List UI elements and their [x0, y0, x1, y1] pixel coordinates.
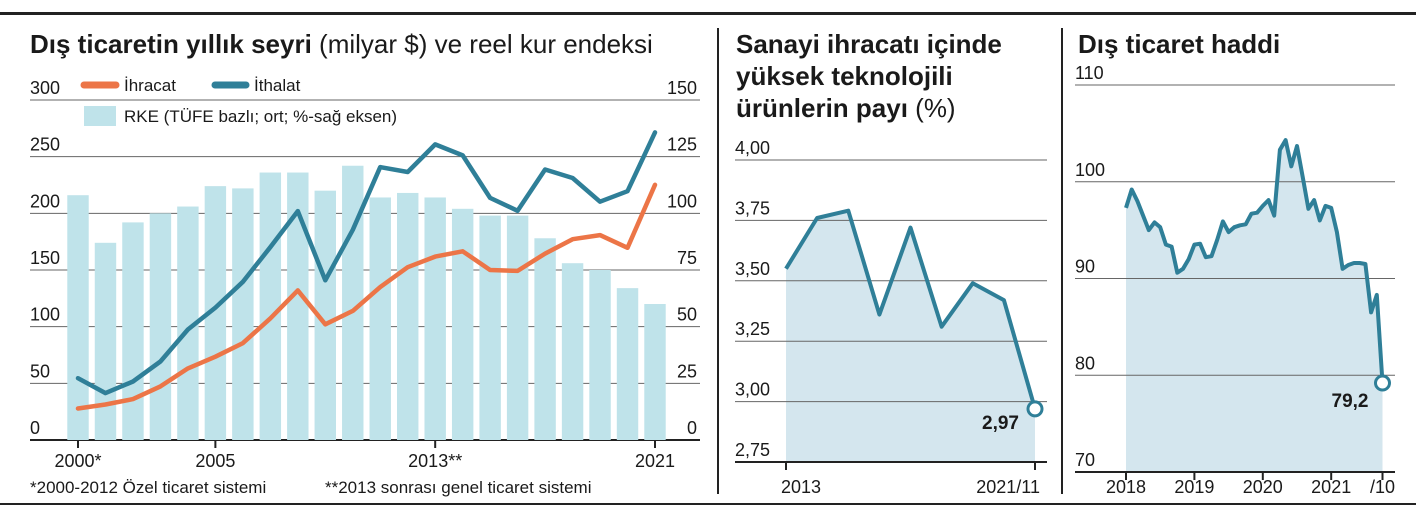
- chart2-x-tick-label: 2021/11: [976, 477, 1040, 497]
- chart1-right-tick: 100: [667, 191, 697, 211]
- rke-bar: [314, 190, 337, 440]
- footnote-1: *2000-2012 Özel ticaret sistemi: [30, 478, 266, 497]
- rke-bar: [534, 238, 556, 440]
- rke-bar: [451, 208, 474, 440]
- chart2-y-tick-label: 2,75: [735, 440, 770, 460]
- chart2-line: [784, 208, 1037, 410]
- chart3-y-tick-label: 110: [1075, 63, 1104, 83]
- chart1-left-tick: 200: [30, 191, 60, 211]
- rke-bar: [396, 192, 419, 440]
- chart1-left-tick: 300: [30, 78, 60, 98]
- chart2-y-tick-label: 3,50: [735, 259, 770, 279]
- rke-bar: [204, 186, 227, 440]
- chart1-right-tick: 150: [667, 78, 697, 98]
- rke-bar: [342, 165, 364, 440]
- chart1-tick-labels: 0 0 50 25 100 50 150 75 200 100 250 125 300 150 2000* 2…: [30, 78, 697, 471]
- rke-bar: [259, 172, 282, 441]
- chart2-plot: 2,75 3,00 3,25 3,50 3,75 4,00 2,97 2013 2021/11: [735, 138, 1047, 497]
- chart1-right-tick: 0: [687, 418, 697, 438]
- legend-import-label: İthalat: [254, 76, 301, 95]
- rke-bar: [287, 172, 309, 441]
- chart1-rke-bars: [67, 165, 666, 441]
- import-line: [75, 130, 658, 396]
- legend-rke-swatch: [84, 106, 116, 126]
- chart2-y-tick-label: 4,00: [735, 138, 770, 158]
- rke-bar: [644, 304, 666, 440]
- chart1-x-tick-label: 2013**: [408, 451, 462, 471]
- rke-bar: [177, 206, 199, 440]
- chart2-y-tick-label: 3,25: [735, 319, 770, 339]
- legend-rke-label: RKE (TÜFE bazlı; ort; %-sağ eksen): [124, 107, 397, 126]
- chart1-lines: [75, 130, 658, 411]
- chart3-line: [1124, 138, 1385, 384]
- rke-bar: [561, 263, 584, 440]
- chart2-title-line3: ürünlerin payı (%): [736, 93, 956, 123]
- chart1-x-tick-label: 2021: [635, 451, 675, 471]
- chart2-title-line2: yüksek teknolojili: [736, 61, 953, 91]
- export-line: [75, 182, 658, 411]
- rke-bar: [149, 213, 172, 440]
- legend-export-label: İhracat: [124, 76, 176, 95]
- rke-bar: [424, 197, 446, 440]
- chart2-x-tick-label: 2013: [781, 477, 821, 497]
- chart2-end-marker: [1026, 400, 1044, 418]
- chart3-x-tick-label: 2021: [1311, 477, 1351, 497]
- chart1-right-tick: 25: [677, 361, 697, 381]
- rke-bar: [232, 188, 254, 440]
- chart1-right-tick: 125: [667, 135, 697, 155]
- chart3-y-tick-label: 80: [1075, 353, 1095, 373]
- chart1-left-tick: 150: [30, 248, 60, 268]
- chart3-x-tick-label: 2020: [1243, 477, 1283, 497]
- chart1-left-tick: 0: [30, 418, 40, 438]
- chart3-y-tick-label: 70: [1075, 450, 1095, 470]
- chart1-left-tick: 50: [30, 361, 50, 381]
- rke-bar: [122, 222, 144, 440]
- chart3-plot: 70 80 90 100 110 79,2 2018 2019 2020 2021/10: [1075, 63, 1395, 497]
- chart1-title: Dış ticaretin yıllık seyri (milyar $) ve…: [30, 29, 653, 59]
- chart2-last-value-label: 2,97: [982, 413, 1019, 434]
- chart2-area: [786, 210, 1035, 462]
- chart1-left-tick: 250: [30, 135, 60, 155]
- chart3-x-tick-label: 2019: [1174, 477, 1214, 497]
- rke-bar: [589, 270, 611, 440]
- chart2-y-tick-label: 3,75: [735, 198, 770, 218]
- rke-bar: [479, 215, 501, 440]
- chart3-end-marker: [1374, 374, 1391, 392]
- rke-bar: [369, 197, 391, 440]
- chart1-right-tick: 50: [677, 305, 697, 325]
- rke-bar: [67, 195, 89, 440]
- chart1-left-tick: 100: [30, 305, 60, 325]
- chart3-y-tick-label: 100: [1075, 160, 1105, 180]
- chart1-x-tick-label: 2005: [195, 451, 235, 471]
- rke-bar: [616, 288, 639, 440]
- chart3-area: [1126, 140, 1383, 472]
- chart2-title-line1: Sanayi ihracatı içinde: [736, 29, 1002, 59]
- chart1-right-tick: 75: [677, 248, 697, 268]
- chart3-x-tick-label: /10: [1370, 477, 1395, 497]
- chart3-last-value-label: 79,2: [1332, 391, 1369, 412]
- chart3-x-tick-label: 2018: [1106, 477, 1146, 497]
- chart2-y-tick-label: 3,00: [735, 380, 770, 400]
- footnote-2: **2013 sonrası genel ticaret sistemi: [325, 478, 591, 497]
- chart1-x-tick-label: 2000*: [54, 451, 101, 471]
- chart1-legend: İhracat İthalat RKE (TÜFE bazlı; ort; %-…: [80, 76, 397, 126]
- chart3-title: Dış ticaret haddi: [1078, 29, 1280, 59]
- rke-bar: [94, 242, 117, 440]
- chart3-y-tick-label: 90: [1075, 257, 1095, 277]
- rke-bar: [506, 215, 529, 440]
